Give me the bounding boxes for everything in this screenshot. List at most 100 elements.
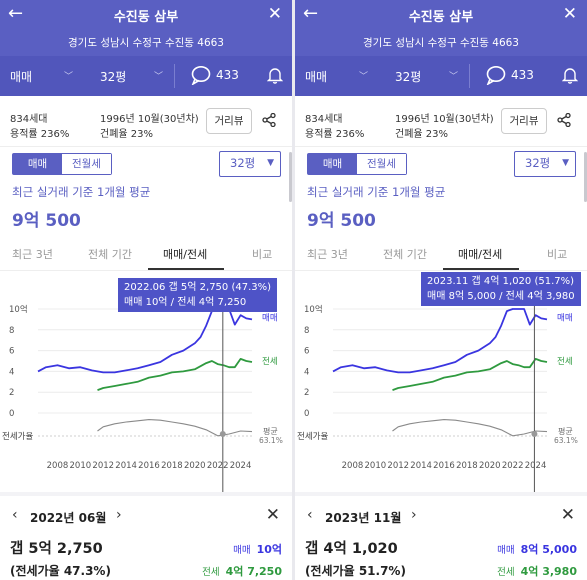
- x-tick-label: 2010: [70, 461, 92, 471]
- scrollbar[interactable]: [584, 152, 587, 202]
- size-select[interactable]: 32평 ▼: [219, 151, 281, 177]
- caret-down-icon: ▼: [562, 158, 569, 168]
- chart-tooltip: 2023.11 갭 4억 1,020 (51.7%) 매매 8억 5,000 /…: [421, 272, 581, 306]
- tab-compare[interactable]: 비교: [252, 248, 273, 261]
- segment-sale[interactable]: 매매: [308, 154, 357, 174]
- talk-count[interactable]: 433: [216, 68, 239, 82]
- detail-rent: 전세 4억 7,250: [202, 563, 282, 579]
- street-view-button[interactable]: 거리뷰: [206, 108, 252, 134]
- active-tab-underline: [148, 268, 224, 270]
- floor-area-ratio: 용적률 236%: [10, 129, 70, 140]
- detail-separator: [0, 492, 292, 496]
- coverage-ratio: 건폐율 23%: [100, 129, 154, 140]
- series-label-sale: 매매: [557, 313, 573, 323]
- detail-sale: 매매 8억 5,000: [497, 541, 577, 557]
- address: 경기도 성남시 수정구 수진동 4663: [0, 30, 292, 56]
- address: 경기도 성남시 수정구 수진동 4663: [295, 30, 587, 56]
- month-navigator: ‹ 2022년 06월 › ✕: [0, 504, 292, 528]
- title-bar: ← 수진동 삼부 ✕: [0, 0, 292, 30]
- chart-tooltip: 2022.06 갭 5억 2,750 (47.3%) 매매 10억 / 전세 4…: [118, 278, 278, 312]
- street-view-button[interactable]: 거리뷰: [501, 108, 547, 134]
- option-separator: [469, 64, 470, 88]
- size-dropdown[interactable]: 32평: [395, 70, 422, 84]
- chevron-down-icon: ﹀: [64, 72, 74, 82]
- x-tick-label: 2024: [525, 461, 547, 471]
- y-tick-label: 2: [9, 388, 14, 398]
- scrollbar[interactable]: [289, 152, 292, 202]
- size-select-value: 32평: [525, 156, 551, 170]
- price-chart-svg: 10억 8 6 4 2 0 전세가율 2008 2010 2012 2014 2016 2018 2020…: [2, 282, 283, 492]
- y-tick-label: 0: [304, 409, 309, 419]
- series-line-ratio: [392, 419, 548, 437]
- period-tabs: 최근 3년 전체 기간 매매/전세 비교: [295, 240, 587, 270]
- price-chart[interactable]: 10억 8 6 4 2 0 전세가율 2008 2010 2012 2014 2016 2018 2020…: [295, 272, 587, 492]
- x-tick-label: 2018: [161, 461, 183, 471]
- talk-count[interactable]: 433: [511, 68, 534, 82]
- month-navigator: ‹ 2023년 11월 › ✕: [295, 504, 587, 528]
- back-arrow-icon[interactable]: ←: [8, 3, 24, 24]
- tab-sale-rent[interactable]: 매매/전세: [163, 248, 208, 261]
- bell-icon[interactable]: [267, 66, 283, 84]
- rate-average-label: 평균: [558, 426, 573, 436]
- rate-axis-label: 전세가율: [2, 431, 33, 442]
- bell-icon[interactable]: [562, 66, 578, 84]
- series-line-rent: [97, 358, 253, 391]
- tab-all-period[interactable]: 전체 기간: [88, 248, 132, 261]
- tabs-divider: [0, 270, 292, 271]
- tab-recent-3y[interactable]: 최근 3년: [12, 248, 53, 261]
- speech-bubble-icon[interactable]: [485, 65, 507, 85]
- section-divider: [295, 146, 587, 147]
- x-tick-label: 2014: [115, 461, 137, 471]
- y-tick-label: 4: [304, 367, 309, 377]
- x-tick-label: 2024: [230, 461, 252, 471]
- average-label: 최근 실거래 기준 1개월 평균: [12, 185, 151, 199]
- tabs-divider: [295, 270, 587, 271]
- chevron-down-icon: ﹀: [449, 72, 459, 82]
- trade-type-dropdown[interactable]: 매매: [305, 70, 328, 84]
- price-chart[interactable]: 10억 8 6 4 2 0 전세가율 2008 2010 2012 2014 2016 2018 2020…: [0, 272, 292, 492]
- trade-type-dropdown[interactable]: 매매: [10, 70, 33, 84]
- tab-sale-rent[interactable]: 매매/전세: [458, 248, 503, 261]
- share-icon[interactable]: [262, 113, 276, 127]
- speech-bubble-icon[interactable]: [190, 65, 212, 85]
- tab-all-period[interactable]: 전체 기간: [383, 248, 427, 261]
- section-divider: [0, 146, 292, 147]
- series-label-rent: 전세: [262, 356, 278, 367]
- rate-average-value: 63.1%: [554, 436, 578, 445]
- tab-recent-3y[interactable]: 최근 3년: [307, 248, 348, 261]
- close-icon[interactable]: ✕: [562, 4, 577, 24]
- rate-average-value: 63.1%: [259, 436, 283, 445]
- segment-rent[interactable]: 전월세: [62, 154, 111, 174]
- period-tabs: 최근 3년 전체 기간 매매/전세 비교: [0, 240, 292, 270]
- close-icon[interactable]: ✕: [267, 4, 282, 24]
- close-detail-icon[interactable]: ✕: [265, 505, 280, 525]
- prev-month-icon[interactable]: ‹: [12, 507, 18, 523]
- next-month-icon[interactable]: ›: [116, 507, 122, 523]
- detail-rent-value: 4억 7,250: [225, 565, 282, 578]
- next-month-icon[interactable]: ›: [411, 507, 417, 523]
- prev-month-icon[interactable]: ‹: [307, 507, 313, 523]
- households: 834세대: [305, 114, 343, 125]
- average-value: 9억 500: [307, 211, 376, 231]
- option-separator: [174, 64, 175, 88]
- size-dropdown[interactable]: 32평: [100, 70, 127, 84]
- size-select[interactable]: 32평 ▼: [514, 151, 576, 177]
- back-arrow-icon[interactable]: ←: [303, 3, 319, 24]
- segment-sale[interactable]: 매매: [13, 154, 62, 174]
- rent-ratio: (전세가율 47.3%): [10, 564, 111, 578]
- title-bar: ← 수진동 삼부 ✕: [295, 0, 587, 30]
- detail-rent: 전세 4억 3,980: [497, 563, 577, 579]
- building-info: 834세대 용적률 236% 1996년 10월(30년차) 건폐율 23% 거…: [295, 96, 587, 146]
- cursor-dot: [531, 431, 538, 437]
- y-tick-label: 8: [304, 326, 309, 336]
- x-tick-label: 2012: [387, 461, 409, 471]
- y-tick-label: 10억: [9, 304, 28, 315]
- y-tick-label: 10억: [304, 304, 323, 315]
- tab-compare[interactable]: 비교: [547, 248, 568, 261]
- x-tick-label: 2008: [342, 461, 364, 471]
- close-detail-icon[interactable]: ✕: [560, 505, 575, 525]
- series-line-sale: [37, 308, 253, 374]
- gap-value: 갭 5억 2,750: [10, 541, 103, 557]
- share-icon[interactable]: [557, 113, 571, 127]
- segment-rent[interactable]: 전월세: [357, 154, 406, 174]
